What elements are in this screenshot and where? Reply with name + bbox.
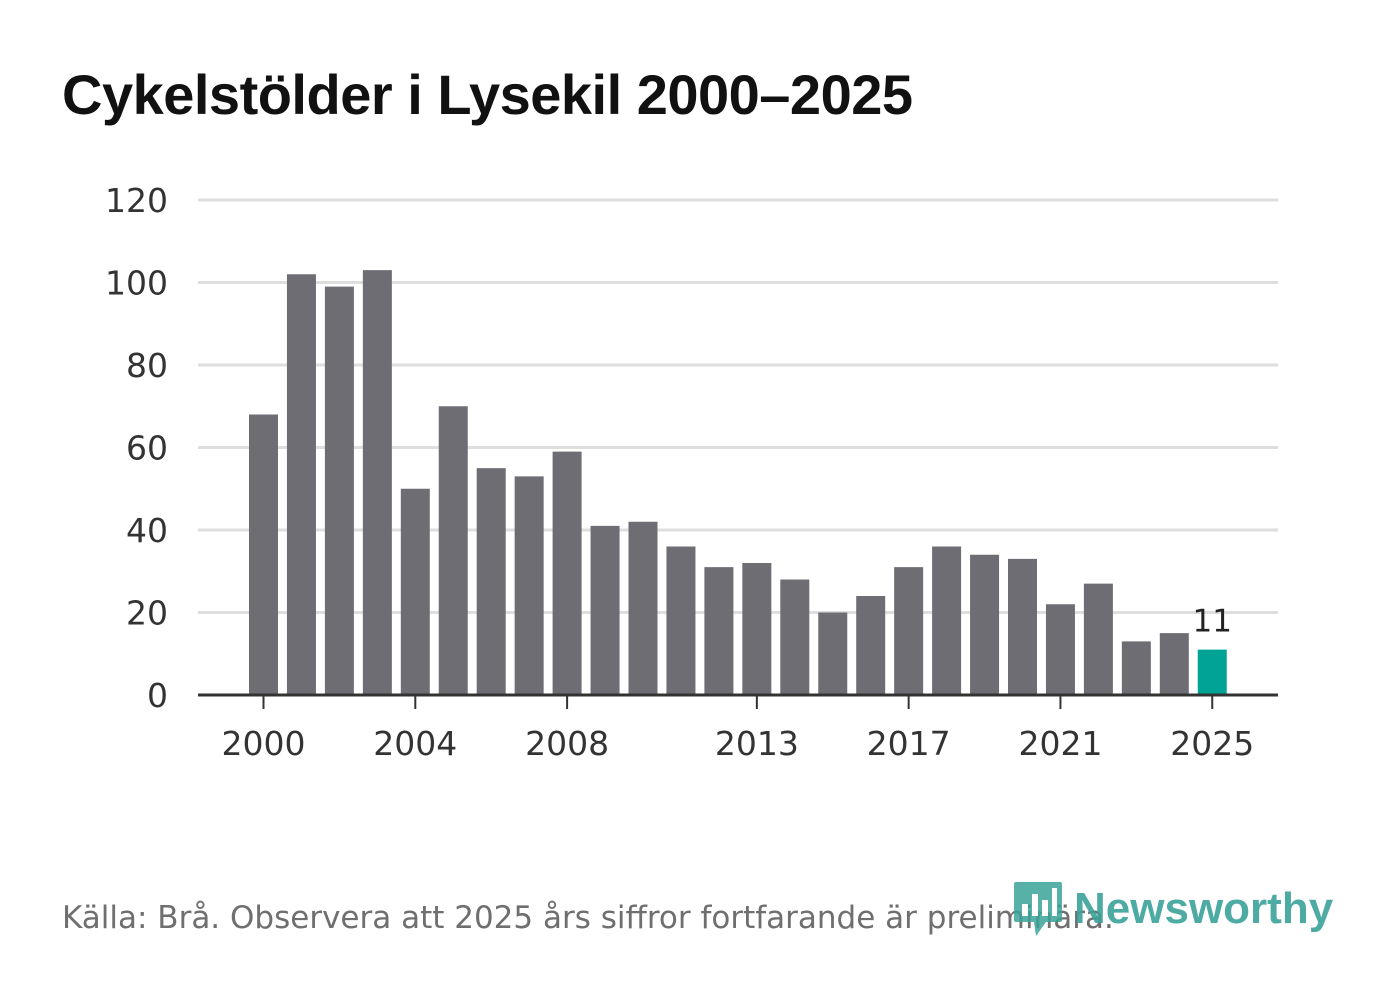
bar-2002 (324, 286, 354, 695)
bar-2018 (932, 546, 962, 695)
bar-2001 (286, 274, 316, 695)
bar-2008 (552, 451, 582, 695)
data-label-2025: 11 (1193, 604, 1232, 640)
x-tick-label: 2013 (715, 724, 799, 763)
bar-2000 (249, 414, 278, 695)
brand-logo[interactable]: Newsworthy (1012, 880, 1333, 938)
y-tick-label: 20 (126, 594, 168, 633)
bar-2011 (666, 546, 696, 695)
bar-2014 (780, 579, 810, 695)
y-tick-label: 0 (147, 676, 168, 715)
bar-2024 (1159, 633, 1189, 695)
bar-2022 (1083, 583, 1113, 695)
bar-2006 (476, 468, 506, 695)
bar-2019 (970, 554, 1000, 695)
y-tick-label: 60 (126, 429, 168, 468)
labels: 0 20 40 60 80 100 120 11 2000 2004 2008 2013 2017 202… (105, 181, 1254, 763)
bar-2010 (628, 521, 658, 695)
y-tick-label: 80 (126, 346, 168, 385)
brand-name: Newsworthy (1074, 884, 1334, 933)
axes (198, 693, 1278, 709)
bar-2017 (894, 567, 924, 695)
bar-2020 (1008, 558, 1037, 695)
newsworthy-logo-icon (1014, 882, 1062, 936)
bar-2009 (590, 525, 620, 695)
x-tick-label: 2008 (525, 724, 609, 763)
bar-2021 (1045, 604, 1075, 695)
y-tick-label: 120 (105, 181, 168, 220)
x-tick-label: 2000 (222, 724, 306, 763)
bar-2012 (704, 567, 734, 695)
x-tick-label: 2021 (1018, 724, 1102, 763)
gridlines (198, 198, 1278, 614)
source-note: Källa: Brå. Observera att 2025 års siffr… (62, 900, 1114, 936)
bar-2023 (1121, 641, 1151, 695)
chart-title: Cykelstölder i Lysekil 2000–2025 (62, 63, 913, 126)
bars (249, 270, 1227, 695)
bar-2007 (514, 476, 544, 695)
bar-2003 (362, 270, 392, 695)
bar-2005 (438, 406, 468, 695)
bar-2016 (856, 596, 886, 695)
x-tick-label: 2004 (373, 724, 457, 763)
y-tick-label: 40 (126, 511, 168, 550)
bar-2004 (400, 488, 430, 695)
bar-2025 (1197, 649, 1227, 695)
bar-2015 (818, 612, 848, 695)
x-tick-label: 2017 (867, 724, 951, 763)
y-tick-label: 100 (105, 264, 168, 303)
x-tick-label: 2025 (1170, 724, 1254, 763)
bar-2013 (742, 563, 772, 695)
